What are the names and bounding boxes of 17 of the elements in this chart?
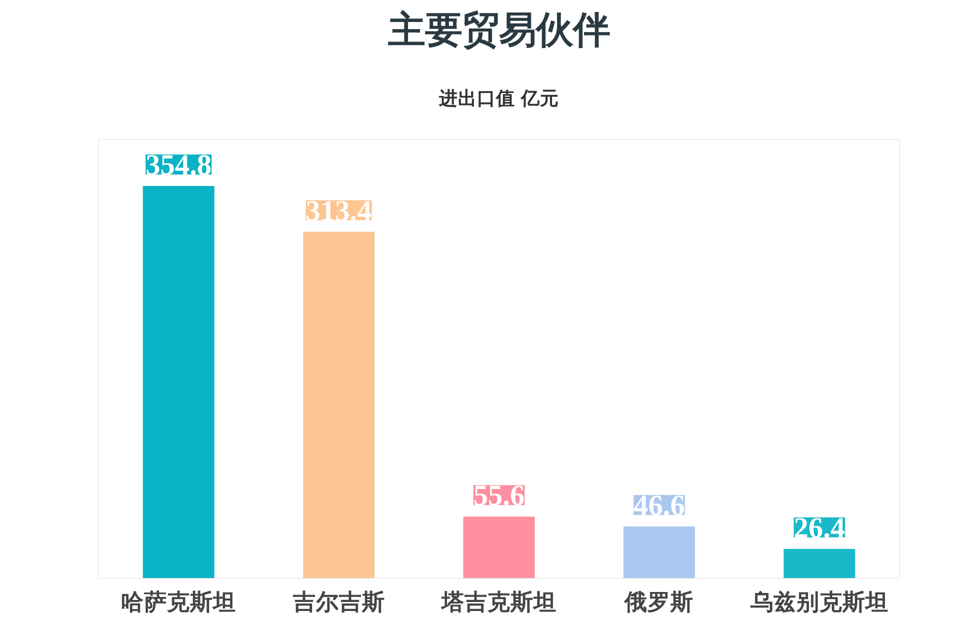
x-tick-label: 塔吉克斯坦 <box>440 590 556 616</box>
bar <box>142 186 214 578</box>
data-label: 26.4 <box>794 512 846 544</box>
data-label: 354.8 <box>146 150 212 182</box>
chart-subtitle: 进出口值 亿元 <box>438 88 560 110</box>
bar <box>463 516 535 578</box>
bar <box>303 232 375 578</box>
x-tick-label: 吉尔吉斯 <box>292 590 385 616</box>
data-label: 46.6 <box>634 490 685 522</box>
x-tick-label: 哈萨克斯坦 <box>121 590 236 616</box>
bar <box>784 548 856 578</box>
data-label: 55.6 <box>473 480 525 512</box>
x-tick-label: 俄罗斯 <box>624 590 694 616</box>
x-tick-label: 乌兹别克斯坦 <box>749 590 888 616</box>
data-label: 313.4 <box>306 195 372 228</box>
chart-title: 主要贸易伙伴 <box>387 8 610 52</box>
bar <box>623 526 695 578</box>
